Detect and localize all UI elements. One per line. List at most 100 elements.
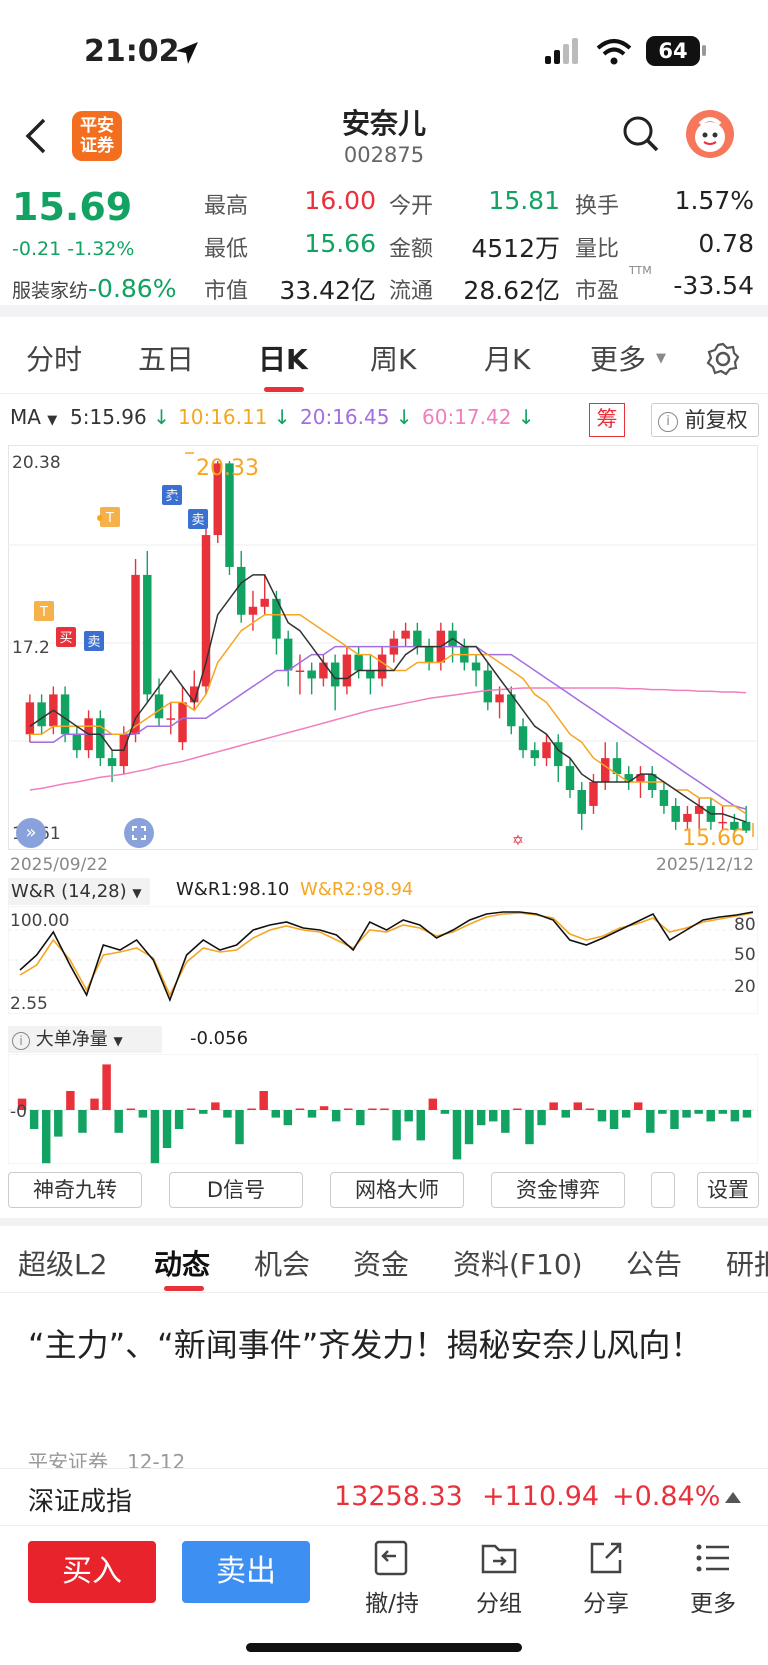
kline-chart[interactable]: TT买卖卖卖✡ xyxy=(8,445,758,850)
low-price-label: 15.66 xyxy=(682,826,745,851)
tab-3[interactable]: 周K xyxy=(370,343,417,376)
ma10-line xyxy=(29,613,747,815)
candle-body xyxy=(60,694,70,735)
candle-body xyxy=(295,670,305,673)
adjust-mode-button[interactable]: i 前复权 xyxy=(651,403,759,437)
info-tab-5[interactable]: 公告 xyxy=(626,1248,683,1281)
dadan-bar xyxy=(537,1110,546,1126)
group-button[interactable]: 分组 xyxy=(459,1538,539,1618)
wr-level-label: 80 xyxy=(734,915,756,935)
share-button[interactable]: 分享 xyxy=(566,1538,646,1618)
cancel-order-icon xyxy=(374,1540,408,1576)
more-button[interactable]: 更多 xyxy=(673,1538,753,1618)
info-tab-2[interactable]: 机会 xyxy=(254,1248,311,1281)
dadan-bar xyxy=(706,1110,715,1122)
quote-label: 最低 xyxy=(204,237,249,262)
candle-body xyxy=(260,598,269,607)
ma-selector[interactable]: MA ▼ xyxy=(10,405,57,429)
avatar[interactable] xyxy=(686,110,734,158)
wr-bottom-label: 2.55 xyxy=(10,994,48,1014)
dadan-bar xyxy=(525,1110,534,1145)
candle-body xyxy=(283,638,293,671)
tool-button-3[interactable]: 资金博弈 xyxy=(491,1172,625,1208)
dadan-bar xyxy=(90,1098,99,1110)
candle-body xyxy=(612,758,622,775)
ma60-label: 60:17.42 ↓ xyxy=(422,405,535,429)
info-tab-0[interactable]: 超级L2 xyxy=(18,1248,108,1281)
dadan-bar xyxy=(114,1110,123,1133)
dadan-bar xyxy=(428,1098,438,1110)
info-tab-4[interactable]: 资料(F10) xyxy=(453,1248,583,1281)
share-icon xyxy=(590,1542,622,1574)
info-tab-6[interactable]: 研报 xyxy=(726,1248,768,1281)
wr-chart[interactable] xyxy=(8,906,758,1014)
dadan-bar xyxy=(561,1110,570,1118)
tab-0[interactable]: 分时 xyxy=(26,343,83,376)
quote-value: -33.54 xyxy=(673,271,754,300)
candle-body xyxy=(143,574,152,695)
chip-distribution-button[interactable]: 筹 xyxy=(589,403,625,437)
settings-gear-icon[interactable] xyxy=(706,342,740,376)
marker-bg xyxy=(100,507,120,527)
dadan-bar xyxy=(78,1110,87,1133)
tab-1[interactable]: 五日 xyxy=(138,343,195,376)
marker-label: T xyxy=(105,511,114,526)
candle-body xyxy=(96,718,105,759)
dadan-bar xyxy=(54,1110,63,1137)
fullscreen-icon[interactable] xyxy=(124,818,154,848)
tool-button-2[interactable]: 网格大师 xyxy=(330,1172,464,1208)
dadan-bar xyxy=(162,1110,172,1148)
tab-4[interactable]: 月K xyxy=(484,343,531,376)
change-value: -0.21 xyxy=(12,238,62,260)
candle-body xyxy=(201,535,211,687)
expand-up-icon[interactable] xyxy=(724,1490,742,1504)
index-ticker[interactable] xyxy=(0,1468,768,1526)
cancel-hold-button[interactable]: 撤/持 xyxy=(352,1538,432,1618)
candle-body xyxy=(600,758,610,783)
mascot-icon xyxy=(695,117,725,152)
sell-button[interactable]: 卖出 xyxy=(182,1541,310,1603)
marker-bg xyxy=(188,509,208,529)
tool-button-5[interactable]: 设置 xyxy=(697,1172,759,1208)
home-indicator xyxy=(246,1643,522,1652)
candle-body xyxy=(624,774,633,783)
wr-indicator-selector[interactable]: W&R (14,28) ▼ xyxy=(8,878,150,905)
search-icon[interactable] xyxy=(622,115,660,153)
dadan-bar xyxy=(609,1110,619,1129)
info-icon: i xyxy=(12,1032,30,1050)
candle-body xyxy=(166,718,176,720)
dadan-chart[interactable] xyxy=(8,1054,758,1164)
battery-level: 64 xyxy=(658,39,688,63)
dadan-bar xyxy=(102,1064,111,1110)
date-end: 2025/12/12 xyxy=(656,855,754,875)
dadan-indicator-selector[interactable]: i 大单净量 ▼ xyxy=(8,1026,162,1053)
tool-button-1[interactable]: D信号 xyxy=(169,1172,303,1208)
kline-chart-frame[interactable] xyxy=(8,445,758,850)
dadan-bar xyxy=(440,1110,450,1114)
dadan-bar xyxy=(742,1110,752,1118)
event-marker-icon: ✡ xyxy=(512,833,524,849)
info-tab-1[interactable]: 动态 xyxy=(154,1248,211,1281)
trade-marker: T xyxy=(34,601,54,621)
dadan-bar xyxy=(549,1102,558,1110)
sector-change[interactable]: 服装家纺-0.86% xyxy=(12,274,176,303)
tab-2[interactable]: 日K xyxy=(258,343,308,376)
dadan-value: -0.056 xyxy=(190,1028,249,1049)
sector-label: 服装家纺 xyxy=(12,280,89,302)
dadan-bar xyxy=(368,1108,377,1110)
y-mid-label: 17.2 xyxy=(12,638,50,658)
info-tab-3[interactable]: 资金 xyxy=(353,1248,410,1281)
news-title[interactable]: “主力”、“新闻事件”齐发力！揭秘安奈儿风向！ xyxy=(28,1326,703,1364)
price-change: -0.21 -1.32% xyxy=(12,238,134,260)
tool-button-0[interactable]: 神奇九转 xyxy=(8,1172,142,1208)
status-time: 21:02 xyxy=(84,34,180,69)
buy-button[interactable]: 买入 xyxy=(28,1541,156,1603)
back-arrow-icon[interactable] xyxy=(24,118,48,154)
ma20-line xyxy=(29,645,747,810)
expand-left-icon[interactable]: » xyxy=(16,818,46,848)
tab-5[interactable]: 更多 xyxy=(590,343,647,376)
dadan-bar xyxy=(501,1110,510,1133)
dadan-bar xyxy=(585,1108,595,1110)
tool-button-4[interactable] xyxy=(651,1172,675,1208)
candle-body xyxy=(683,813,692,822)
